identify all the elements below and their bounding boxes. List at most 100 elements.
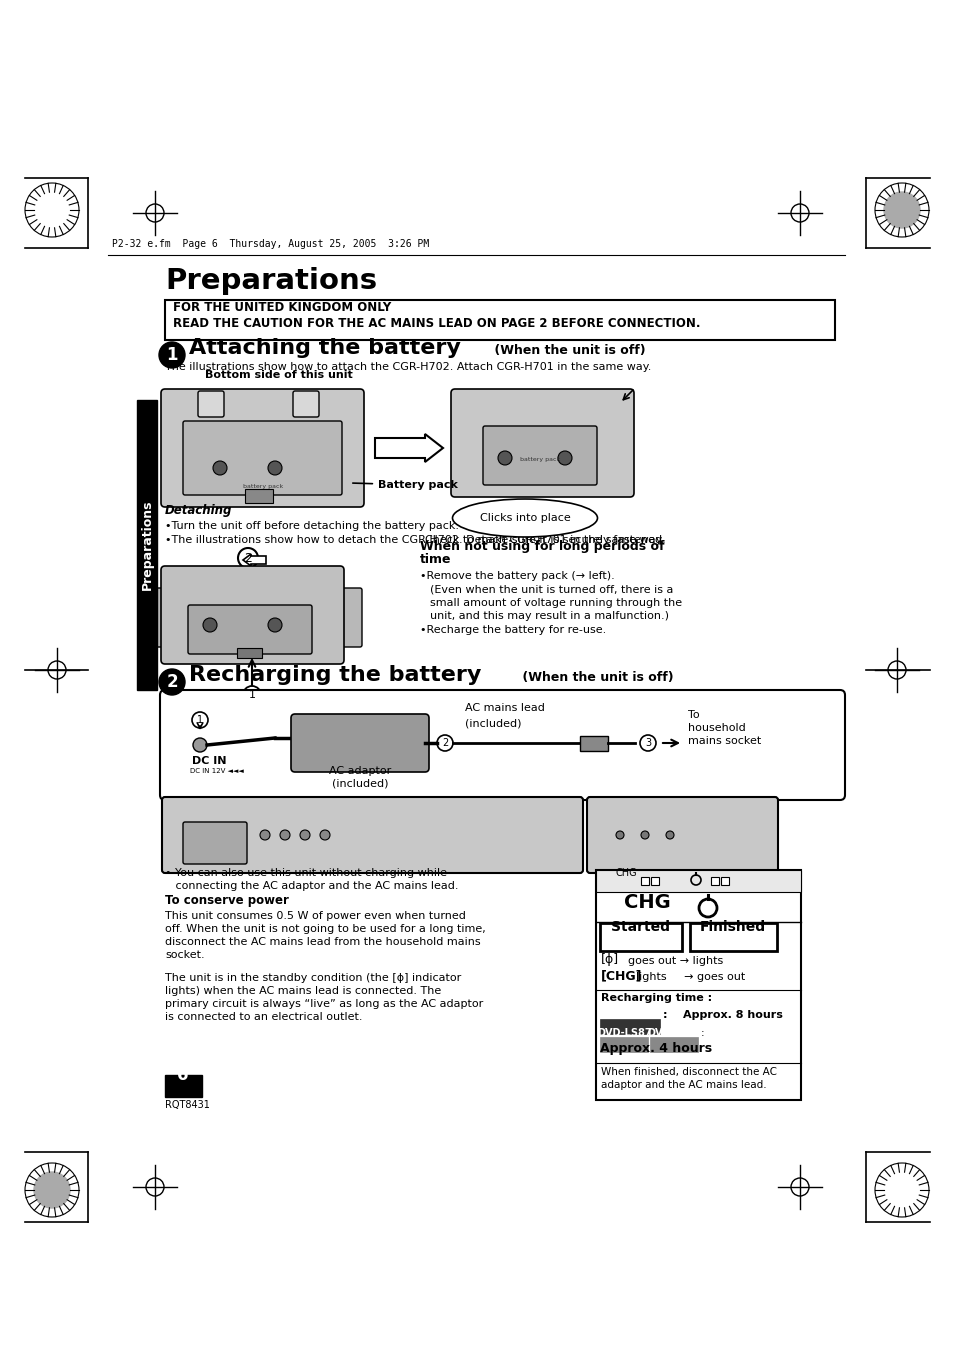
- Text: Preparations: Preparations: [140, 500, 153, 590]
- Ellipse shape: [452, 499, 597, 536]
- Text: unit, and this may result in a malfunction.): unit, and this may result in a malfuncti…: [430, 611, 668, 621]
- Circle shape: [213, 461, 227, 476]
- Text: (included): (included): [464, 717, 521, 728]
- Text: battery pack: battery pack: [243, 484, 283, 489]
- Text: household: household: [687, 723, 745, 734]
- Text: FOR THE UNITED KINGDOM ONLY: FOR THE UNITED KINGDOM ONLY: [172, 301, 391, 313]
- Text: DVD-LS85: DVD-LS85: [646, 1028, 700, 1038]
- Text: adaptor and the AC mains lead.: adaptor and the AC mains lead.: [600, 1079, 766, 1090]
- Circle shape: [159, 342, 185, 367]
- FancyBboxPatch shape: [291, 713, 429, 771]
- Text: (Even when the unit is turned off, there is a: (Even when the unit is turned off, there…: [430, 585, 673, 594]
- FancyBboxPatch shape: [161, 566, 344, 663]
- Text: READ THE CAUTION FOR THE AC MAINS LEAD ON PAGE 2 BEFORE CONNECTION.: READ THE CAUTION FOR THE AC MAINS LEAD O…: [172, 317, 700, 330]
- Circle shape: [280, 830, 290, 840]
- FancyBboxPatch shape: [596, 870, 801, 1100]
- FancyBboxPatch shape: [596, 870, 801, 892]
- Text: Bottom side of this unit: Bottom side of this unit: [205, 370, 353, 380]
- Text: When finished, disconnect the AC: When finished, disconnect the AC: [600, 1067, 776, 1077]
- Text: small amount of voltage running through the: small amount of voltage running through …: [430, 598, 681, 608]
- Circle shape: [319, 830, 330, 840]
- FancyArrow shape: [375, 434, 442, 462]
- FancyBboxPatch shape: [165, 1075, 202, 1097]
- Text: lights     → goes out: lights → goes out: [636, 971, 744, 982]
- Text: To: To: [687, 711, 699, 720]
- Circle shape: [203, 617, 216, 632]
- Text: :: :: [700, 1028, 704, 1038]
- Text: Attaching the battery: Attaching the battery: [189, 338, 460, 358]
- Text: Approx. 4 hours: Approx. 4 hours: [599, 1042, 711, 1055]
- Text: •Remove the battery pack (→ left).: •Remove the battery pack (→ left).: [419, 571, 614, 581]
- Text: The unit is in the standby condition (the [ɸ] indicator: The unit is in the standby condition (th…: [165, 973, 460, 984]
- Text: connecting the AC adaptor and the AC mains lead.: connecting the AC adaptor and the AC mai…: [165, 881, 458, 892]
- Circle shape: [558, 451, 572, 465]
- Text: :    Approx. 8 hours: : Approx. 8 hours: [662, 1011, 782, 1020]
- Circle shape: [616, 831, 623, 839]
- Text: AC adaptor: AC adaptor: [329, 766, 391, 775]
- FancyBboxPatch shape: [482, 426, 597, 485]
- Text: 3: 3: [644, 738, 650, 748]
- FancyBboxPatch shape: [599, 1019, 659, 1034]
- Text: 1: 1: [248, 690, 255, 700]
- Text: 2: 2: [166, 673, 177, 690]
- FancyBboxPatch shape: [640, 877, 648, 885]
- Text: DC IN: DC IN: [192, 757, 226, 766]
- Text: 1: 1: [166, 346, 177, 363]
- FancyBboxPatch shape: [165, 300, 834, 340]
- FancyBboxPatch shape: [710, 877, 719, 885]
- Circle shape: [640, 831, 648, 839]
- Text: mains socket: mains socket: [687, 736, 760, 746]
- Text: RQT8431: RQT8431: [165, 1100, 210, 1111]
- Text: Started: Started: [611, 920, 670, 934]
- FancyBboxPatch shape: [160, 690, 844, 800]
- FancyBboxPatch shape: [599, 923, 681, 951]
- Circle shape: [299, 830, 310, 840]
- Text: This unit consumes 0.5 W of power even when turned: This unit consumes 0.5 W of power even w…: [165, 911, 465, 921]
- Text: primary circuit is always “live” as long as the AC adaptor: primary circuit is always “live” as long…: [165, 998, 483, 1009]
- FancyBboxPatch shape: [245, 489, 273, 503]
- Circle shape: [665, 831, 673, 839]
- Text: [ɸ]: [ɸ]: [600, 952, 618, 966]
- Text: CHG: CHG: [623, 893, 670, 912]
- Circle shape: [260, 830, 270, 840]
- Text: 6: 6: [177, 1066, 189, 1084]
- Circle shape: [497, 451, 512, 465]
- Text: off. When the unit is not going to be used for a long time,: off. When the unit is not going to be us…: [165, 924, 485, 934]
- Text: CHG: CHG: [616, 867, 637, 878]
- Text: disconnect the AC mains lead from the household mains: disconnect the AC mains lead from the ho…: [165, 938, 480, 947]
- FancyBboxPatch shape: [137, 400, 157, 690]
- FancyBboxPatch shape: [161, 389, 364, 507]
- FancyBboxPatch shape: [236, 648, 262, 658]
- Text: (When the unit is off): (When the unit is off): [517, 671, 673, 684]
- FancyBboxPatch shape: [586, 797, 778, 873]
- Circle shape: [34, 1173, 70, 1208]
- FancyBboxPatch shape: [689, 923, 776, 951]
- FancyBboxPatch shape: [198, 390, 224, 417]
- Circle shape: [883, 192, 919, 228]
- Text: lights) when the AC mains lead is connected. The: lights) when the AC mains lead is connec…: [165, 986, 441, 996]
- FancyBboxPatch shape: [451, 389, 634, 497]
- Text: Preparations: Preparations: [165, 267, 376, 295]
- FancyBboxPatch shape: [183, 422, 341, 494]
- Circle shape: [193, 738, 207, 753]
- Text: Clicks into place: Clicks into place: [479, 513, 570, 523]
- Text: 1: 1: [196, 715, 203, 725]
- Text: Press and hold: Press and hold: [266, 692, 358, 703]
- Circle shape: [268, 617, 282, 632]
- FancyBboxPatch shape: [293, 390, 318, 417]
- Text: (When the unit is off): (When the unit is off): [490, 345, 645, 357]
- Text: 2: 2: [244, 551, 252, 565]
- FancyBboxPatch shape: [337, 588, 361, 647]
- Text: To conserve power: To conserve power: [165, 894, 289, 907]
- FancyBboxPatch shape: [162, 797, 582, 873]
- Text: goes out → lights: goes out → lights: [627, 957, 722, 966]
- Text: Recharging time :: Recharging time :: [600, 993, 711, 1002]
- Text: •Recharge the battery for re-use.: •Recharge the battery for re-use.: [419, 626, 605, 635]
- Text: AC mains lead: AC mains lead: [464, 703, 544, 713]
- Text: is connected to an electrical outlet.: is connected to an electrical outlet.: [165, 1012, 362, 1021]
- Text: When not using for long periods of: When not using for long periods of: [419, 540, 664, 553]
- FancyBboxPatch shape: [599, 1038, 647, 1052]
- FancyBboxPatch shape: [143, 588, 167, 647]
- FancyBboxPatch shape: [720, 877, 728, 885]
- Text: (included): (included): [332, 778, 388, 788]
